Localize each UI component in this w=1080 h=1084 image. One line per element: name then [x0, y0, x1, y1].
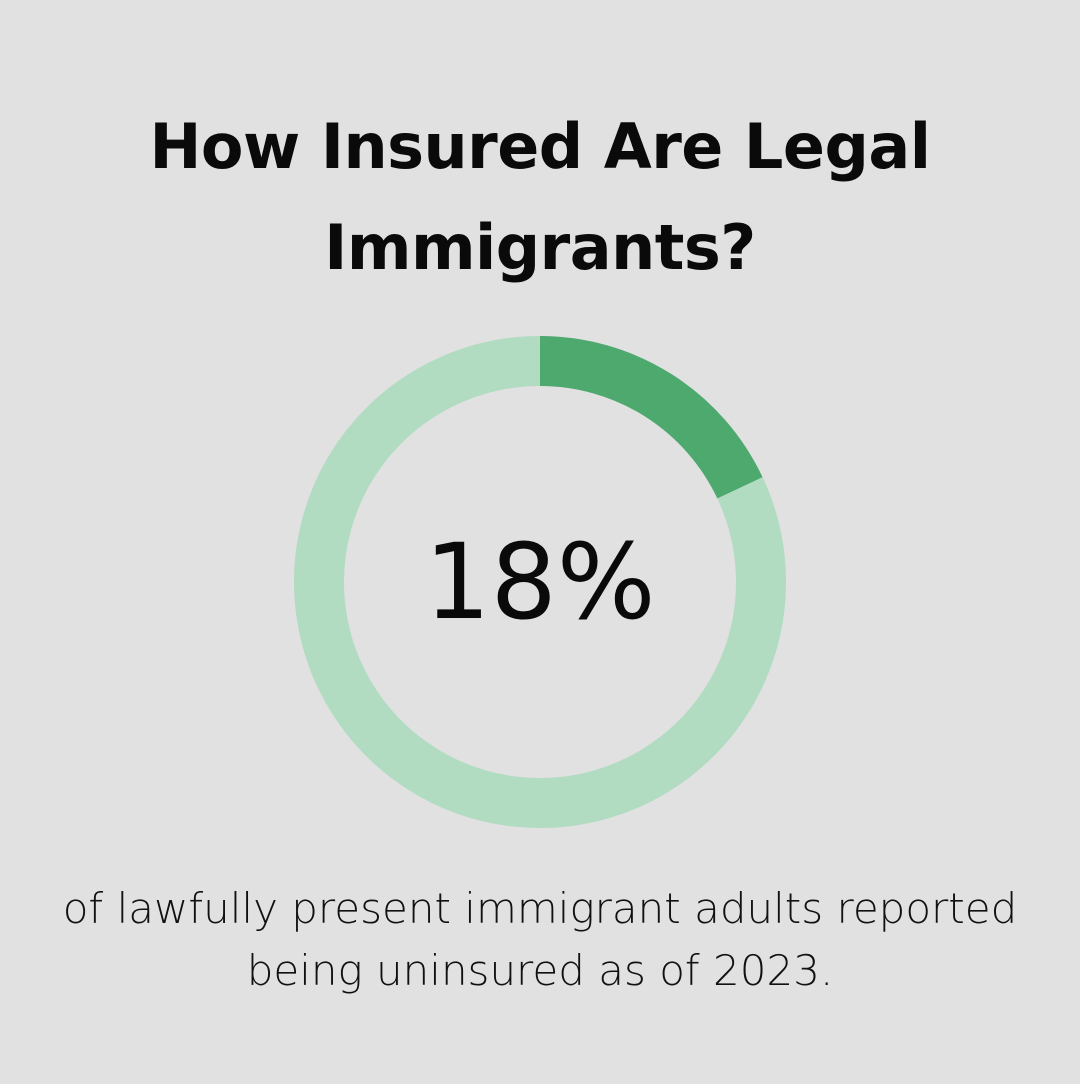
donut-slice-highlight — [539, 336, 763, 499]
donut-slice-remainder — [294, 336, 786, 828]
donut-center-value: 18% — [424, 521, 655, 643]
chart-caption: of lawfully present immigrant adults rep… — [62, 884, 1018, 995]
chart-title: How Insured Are Legal Immigrants? — [149, 110, 931, 284]
donut-slices — [294, 336, 786, 828]
